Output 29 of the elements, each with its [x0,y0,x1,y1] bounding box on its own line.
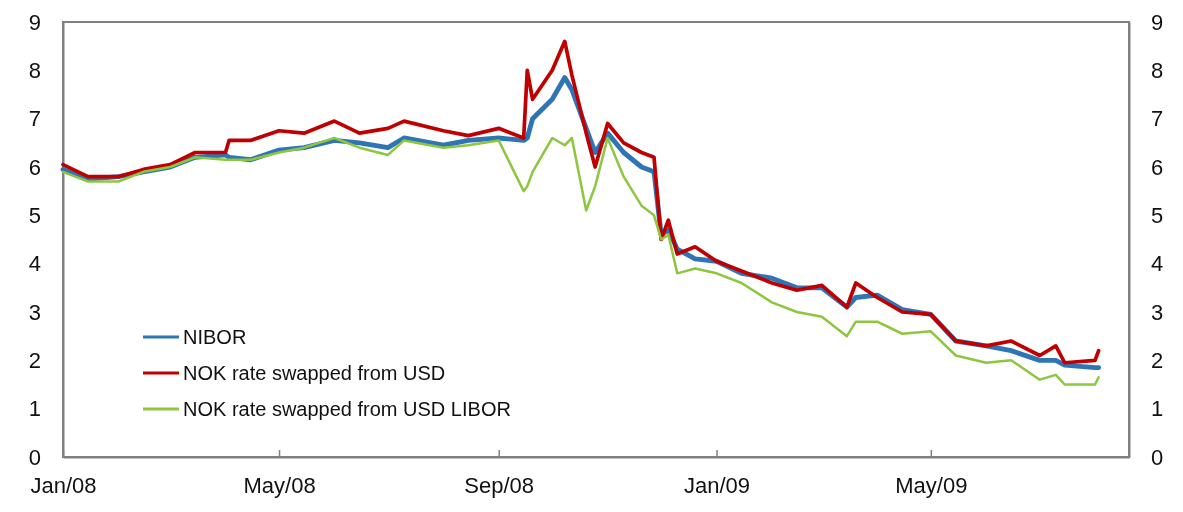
line-series [61,136,1100,386]
y2-tick-label: 1 [1151,396,1164,422]
y2-tick-label: 6 [1151,154,1164,180]
y-tick-label: 8 [28,57,41,83]
y2-tick-label: 5 [1151,202,1164,228]
legend-label: NOK rate swapped from USD LIBOR [183,398,511,420]
y-tick-label: 3 [28,299,41,325]
y-tick-label: 4 [28,251,41,277]
y2-tick-label: 7 [1151,106,1164,132]
legend-label: NOK rate swapped from USD [183,362,446,384]
y2-tick-label: 8 [1151,57,1164,83]
legend-label: NIBOR [183,326,247,348]
y-tick-label: 2 [28,347,41,373]
y-tick-label: 0 [28,444,41,470]
y2-tick-label: 4 [1151,251,1164,277]
x-tick-label: Sep/08 [464,472,535,498]
x-tick-label: May/08 [243,472,316,498]
y2-tick-label: 9 [1151,9,1164,35]
y-tick-label: 7 [28,106,41,132]
y-tick-label: 9 [28,9,41,35]
x-tick-label: Jan/08 [30,472,97,498]
y2-tick-label: 0 [1151,444,1164,470]
y2-tick-label: 2 [1151,347,1164,373]
x-tick-label: Jan/09 [684,472,751,498]
x-tick-label: May/09 [895,472,968,498]
y-tick-label: 5 [28,202,41,228]
y-tick-label: 6 [28,154,41,180]
y-tick-label: 1 [28,396,41,422]
y2-tick-label: 3 [1151,299,1164,325]
